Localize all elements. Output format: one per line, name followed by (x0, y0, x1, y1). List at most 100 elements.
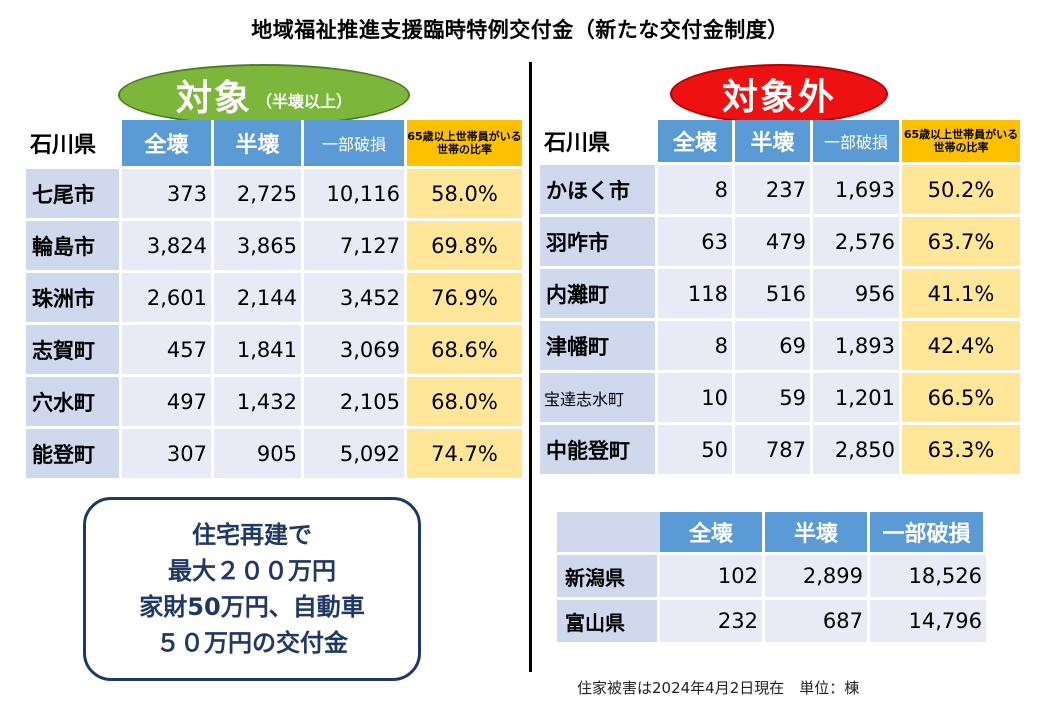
header-half-destruction: 半壊 (765, 512, 870, 552)
full-destruction-count: 2,601 (122, 270, 214, 322)
half-destruction-count: 237 (735, 162, 813, 214)
table-row: 宝達志水町 10 59 1,201 66.5% (540, 370, 1020, 422)
municipality-name: 七尾市 (26, 166, 122, 218)
full-destruction-count: 8 (658, 162, 735, 214)
header-partial-damage: 一部破損 (870, 512, 986, 552)
header-partial-damage: 一部破損 (304, 120, 407, 166)
callout-line: ５０万円の交付金 (156, 629, 348, 657)
target-label-oval: 対象 （半壊以上） (118, 64, 410, 126)
vertical-divider (529, 62, 532, 672)
prefecture-name: 富山県 (557, 597, 660, 642)
partial-damage-count: 14,796 (870, 597, 986, 642)
header-elderly-ratio: 65歳以上世帯員がいる世帯の比率 (407, 120, 522, 166)
municipality-name: 津幡町 (540, 318, 658, 370)
half-destruction-count: 905 (214, 426, 304, 478)
elderly-ratio: 50.2% (902, 162, 1020, 214)
municipality-name: 内灘町 (540, 266, 658, 318)
header-full-destruction: 全壊 (660, 512, 765, 552)
half-destruction-count: 479 (735, 214, 813, 266)
target-municipalities-table: 石川県 全壊 半壊 一部破損 65歳以上世帯員がいる世帯の比率 七尾市 373 … (26, 120, 522, 478)
header-full-destruction: 全壊 (122, 120, 214, 166)
municipality-name: 中能登町 (540, 422, 658, 474)
data-date-note: 住家被害は2024年4月2日現在 単位：棟 (577, 679, 860, 697)
header-elderly-ratio: 65歳以上世帯員がいる世帯の比率 (902, 120, 1020, 162)
other-prefectures-table: 全壊 半壊 一部破損 新潟県 102 2,899 18,526 富山県 232 … (557, 512, 986, 642)
non-target-municipalities-table: 石川県 全壊 半壊 一部破損 65歳以上世帯員がいる世帯の比率 かほく市 8 2… (540, 120, 1020, 474)
municipality-name: 輪島市 (26, 218, 122, 270)
municipality-name: 志賀町 (26, 322, 122, 374)
half-destruction-count: 3,865 (214, 218, 304, 270)
table-row: 津幡町 8 69 1,893 42.4% (540, 318, 1020, 370)
elderly-ratio: 68.6% (407, 322, 522, 374)
municipality-name: 羽咋市 (540, 214, 658, 266)
partial-damage-count: 1,893 (813, 318, 902, 370)
elderly-ratio: 41.1% (902, 266, 1020, 318)
partial-damage-count: 1,693 (813, 162, 902, 214)
table-row: 穴水町 497 1,432 2,105 68.0% (26, 374, 522, 426)
prefecture-label: 石川県 (26, 120, 122, 166)
table-corner-cell (557, 512, 660, 552)
municipality-name: 能登町 (26, 426, 122, 478)
half-destruction-count: 2,899 (765, 552, 870, 597)
table-header-row: 石川県 全壊 半壊 一部破損 65歳以上世帯員がいる世帯の比率 (26, 120, 522, 166)
table-row: 七尾市 373 2,725 10,116 58.0% (26, 166, 522, 218)
half-destruction-count: 787 (735, 422, 813, 474)
callout-line: 住宅再建で (192, 521, 312, 549)
table-row: 輪島市 3,824 3,865 7,127 69.8% (26, 218, 522, 270)
partial-damage-count: 3,069 (304, 322, 407, 374)
target-sublabel: （半壊以上） (256, 92, 353, 111)
partial-damage-count: 956 (813, 266, 902, 318)
elderly-ratio: 63.3% (902, 422, 1020, 474)
half-destruction-count: 2,144 (214, 270, 304, 322)
prefecture-name: 新潟県 (557, 552, 660, 597)
target-label: 対象 (175, 78, 252, 119)
full-destruction-count: 8 (658, 318, 735, 370)
table-row: 富山県 232 687 14,796 (557, 597, 986, 642)
partial-damage-count: 3,452 (304, 270, 407, 322)
half-destruction-count: 59 (735, 370, 813, 422)
full-destruction-count: 497 (122, 374, 214, 426)
header-partial-damage: 一部破損 (813, 120, 902, 162)
full-destruction-count: 102 (660, 552, 765, 597)
full-destruction-count: 3,824 (122, 218, 214, 270)
table-header-row: 全壊 半壊 一部破損 (557, 512, 986, 552)
half-destruction-count: 1,432 (214, 374, 304, 426)
page-title: 地域福祉推進支援臨時特例交付金（新たな交付金制度） (251, 18, 789, 42)
full-destruction-count: 10 (658, 370, 735, 422)
full-destruction-count: 457 (122, 322, 214, 374)
non-target-label-oval: 対象外 (670, 64, 888, 124)
non-target-label: 対象外 (721, 77, 836, 118)
partial-damage-count: 2,105 (304, 374, 407, 426)
partial-damage-count: 2,850 (813, 422, 902, 474)
full-destruction-count: 50 (658, 422, 735, 474)
full-destruction-count: 118 (658, 266, 735, 318)
elderly-ratio: 69.8% (407, 218, 522, 270)
partial-damage-count: 7,127 (304, 218, 407, 270)
partial-damage-count: 10,116 (304, 166, 407, 218)
municipality-name: 珠洲市 (26, 270, 122, 322)
prefecture-label: 石川県 (540, 120, 658, 162)
half-destruction-count: 2,725 (214, 166, 304, 218)
callout-line: 家財50万円、自動車 (139, 593, 365, 621)
table-row: 内灘町 118 516 956 41.1% (540, 266, 1020, 318)
table-header-row: 石川県 全壊 半壊 一部破損 65歳以上世帯員がいる世帯の比率 (540, 120, 1020, 162)
full-destruction-count: 307 (122, 426, 214, 478)
table-row: 能登町 307 905 5,092 74.7% (26, 426, 522, 478)
elderly-ratio: 76.9% (407, 270, 522, 322)
table-row: 珠洲市 2,601 2,144 3,452 76.9% (26, 270, 522, 322)
municipality-name: 宝達志水町 (540, 370, 658, 422)
elderly-ratio: 66.5% (902, 370, 1020, 422)
table-row: 羽咋市 63 479 2,576 63.7% (540, 214, 1020, 266)
elderly-ratio: 42.4% (902, 318, 1020, 370)
partial-damage-count: 2,576 (813, 214, 902, 266)
table-row: 中能登町 50 787 2,850 63.3% (540, 422, 1020, 474)
full-destruction-count: 373 (122, 166, 214, 218)
half-destruction-count: 1,841 (214, 322, 304, 374)
elderly-ratio: 74.7% (407, 426, 522, 478)
subsidy-callout-box: 住宅再建で 最大２００万円 家財50万円、自動車 ５０万円の交付金 (83, 497, 421, 681)
table-row: かほく市 8 237 1,693 50.2% (540, 162, 1020, 214)
partial-damage-count: 1,201 (813, 370, 902, 422)
elderly-ratio: 68.0% (407, 374, 522, 426)
header-full-destruction: 全壊 (658, 120, 735, 162)
half-destruction-count: 516 (735, 266, 813, 318)
